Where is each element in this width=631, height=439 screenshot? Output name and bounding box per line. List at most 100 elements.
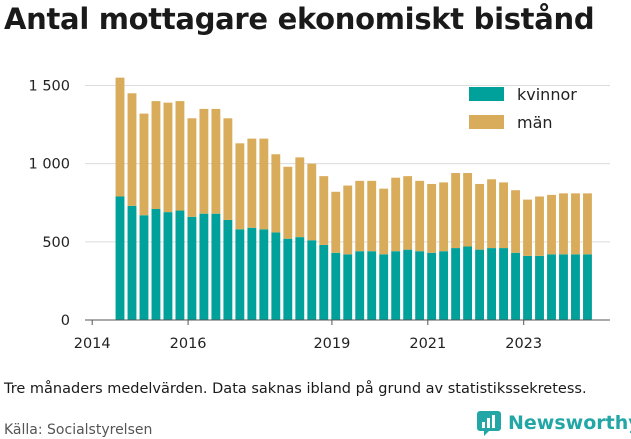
bar-kvinnor [355,251,365,320]
bar-kvinnor [439,251,449,320]
bar-kvinnor [379,254,389,320]
bar-man [235,143,245,230]
legend-label: män [517,113,553,132]
bar-kvinnor [211,213,221,320]
bar-man [499,182,508,249]
bar-man [379,188,389,255]
bar-kvinnor [139,215,149,320]
bar-man [223,118,233,220]
chart-title: Antal mottagare ekonomiskt bistånd [4,2,595,36]
bar-man [355,180,365,252]
bar-kvinnor [295,237,305,320]
bar-man [151,101,161,209]
bar-kvinnor [415,251,425,320]
bar-kvinnor [403,249,413,320]
bar-kvinnor [271,232,281,320]
bar-man [439,182,449,252]
bar-kvinnor [247,227,257,320]
bar-man [331,191,341,253]
bar-kvinnor [487,248,497,320]
bar-man [475,183,485,250]
source-label: Källa: Socialstyrelsen [4,422,153,438]
bar-man [451,173,461,249]
bar-kvinnor [475,249,485,320]
bar-kvinnor [391,251,401,320]
bar-man [571,193,580,255]
bar-man [283,166,293,239]
bar-man [427,183,437,253]
chart-note: Tre månaders medelvärden. Data saknas ib… [4,381,587,397]
y-tick-label: 500 [42,235,70,251]
bar-kvinnor [175,210,185,320]
axes: 0 500 1 000 1 500 2014 2016 2019 2021 2023 [28,78,610,352]
bar-kvinnor [127,205,137,320]
bar-man [463,173,473,247]
legend-swatch [469,87,504,101]
bar-man [187,118,197,217]
bar-kvinnor [463,246,473,320]
x-tick-label: 2014 [74,336,111,352]
y-tick-label: 1 000 [28,157,70,173]
bar-kvinnor [235,229,245,320]
bar-series [115,77,592,320]
bar-kvinnor [367,251,377,320]
bar-kvinnor [535,255,544,320]
bar-man [415,180,425,252]
bar-man [127,93,137,206]
bar-kvinnor [151,208,161,320]
bar-kvinnor [451,248,461,320]
bar-kvinnor [559,254,568,320]
bar-man [139,113,149,216]
bar-kvinnor [427,252,437,320]
bar-kvinnor [223,219,233,320]
bar-kvinnor [115,196,125,320]
x-tick-label: 2016 [170,336,207,352]
legend-label: kvinnor [517,85,577,104]
bar-man [547,194,556,255]
x-tick-label: 2023 [505,336,542,352]
newsworthy-logo-icon [477,411,501,436]
bar-man [175,101,185,211]
legend-swatch [469,115,504,129]
bar-kvinnor [547,254,556,320]
bar-kvinnor [307,240,317,320]
bar-kvinnor [499,248,508,320]
bar-man [247,138,257,228]
brand-name: Newsworthy [508,412,631,434]
bar-man [295,157,305,238]
bar-man [115,77,125,197]
bar-man [259,138,269,230]
newsworthy-brand[interactable]: Newsworthy [476,410,631,436]
bar-man [367,180,377,252]
bar-man [199,108,209,214]
x-tick-label: 2021 [409,336,446,352]
bar-kvinnor [319,244,329,320]
bar-man [391,177,401,252]
bar-man [343,185,353,255]
bar-man [163,102,173,213]
bar-man [487,179,497,249]
x-tick-label: 2019 [313,336,350,352]
bar-man [535,196,544,256]
bar-man [559,193,568,255]
bar-kvinnor [571,254,580,320]
y-tick-label: 1 500 [28,78,70,94]
bar-man [271,154,281,233]
bar-kvinnor [199,213,209,320]
bar-kvinnor [583,254,592,320]
bar-kvinnor [259,229,269,320]
bar-man [307,163,317,241]
bar-kvinnor [187,216,197,320]
bar-man [523,199,532,256]
bar-man [211,108,221,214]
y-tick-label: 0 [61,313,70,329]
bar-man [319,176,329,245]
bar-kvinnor [511,252,520,320]
bar-kvinnor [163,212,173,320]
bar-man [511,190,520,253]
stacked-bar-chart: 0 500 1 000 1 500 2014 2016 2019 2021 2023 kvinn… [28,77,610,352]
bar-kvinnor [283,238,293,320]
bar-kvinnor [523,255,532,320]
bar-man [403,176,413,250]
bar-man [583,193,592,255]
